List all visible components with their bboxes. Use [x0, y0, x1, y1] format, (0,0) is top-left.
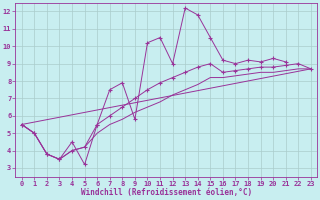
X-axis label: Windchill (Refroidissement éolien,°C): Windchill (Refroidissement éolien,°C) — [81, 188, 252, 197]
